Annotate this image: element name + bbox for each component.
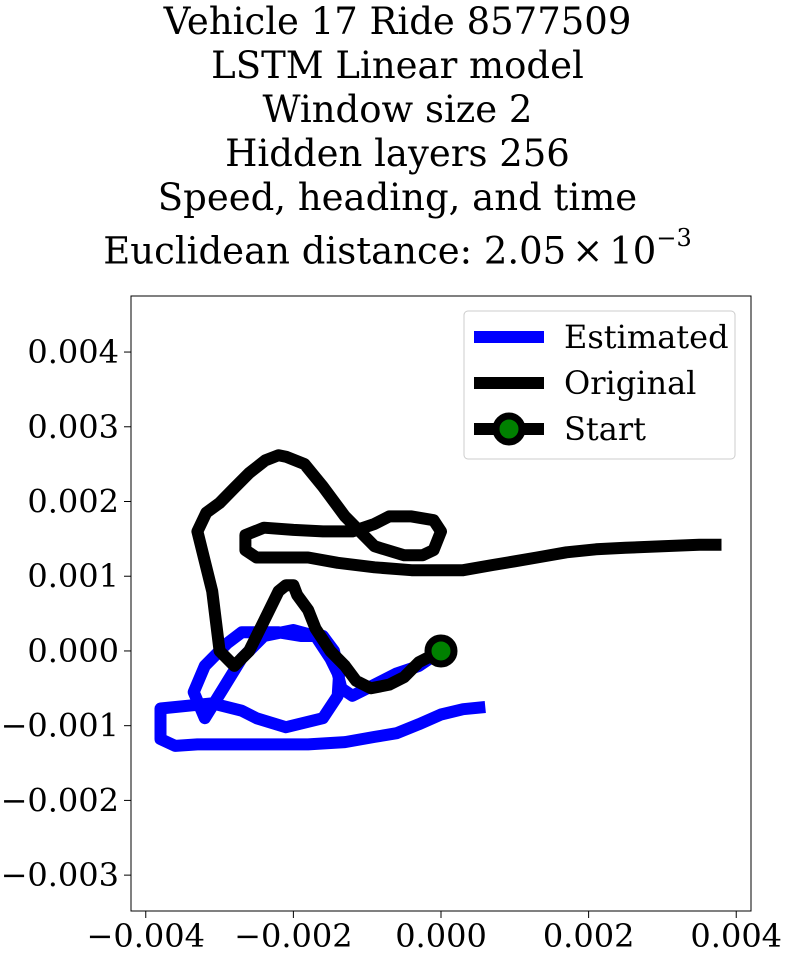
title-line-2: LSTM Linear model (211, 44, 584, 87)
legend-label-start: Start (564, 410, 646, 448)
y-tick-label: −0.001 (1, 707, 119, 745)
x-tick-label: 0.002 (543, 917, 635, 955)
metric-exponent: −3 (656, 224, 692, 252)
metric-mantissa: 2.05 (483, 229, 567, 273)
x-tick-label: −0.004 (87, 917, 205, 955)
legend-label-estimated: Estimated (564, 318, 729, 356)
legend-label-original: Original (564, 364, 696, 402)
y-tick-label: −0.003 (1, 856, 119, 894)
title-line-5: Speed, heading, and time (157, 176, 638, 219)
title-line-4: Hidden layers 256 (225, 132, 570, 175)
x-tick-label: −0.002 (234, 917, 352, 955)
legend-box (463, 310, 736, 460)
start-marker (424, 634, 458, 668)
title-line-1: Vehicle 17 Ride 8577509 (163, 0, 632, 43)
y-tick-label: 0.004 (27, 333, 119, 371)
axes-layer: −0.004 −0.002 0.000 0.002 0.004 −0.003 −0.002 −… (1, 333, 782, 955)
data-layer (154, 449, 722, 752)
y-tick-label: −0.002 (1, 781, 119, 819)
title-line-3: Window size 2 (262, 88, 533, 131)
legend: Estimated Original Start (463, 310, 736, 460)
x-tick-label: 0.000 (395, 917, 487, 955)
legend-swatch-start-marker (492, 412, 526, 446)
chart-title: Vehicle 17 Ride 8577509 LSTM Linear mode… (0, 0, 795, 273)
y-tick-label: 0.001 (27, 557, 119, 595)
metric-base: 10 (609, 229, 657, 273)
y-tick-label: 0.002 (27, 482, 119, 520)
metric-times: × (572, 229, 604, 273)
y-tick-label: 0.000 (27, 632, 119, 670)
y-tick-label: 0.003 (27, 408, 119, 446)
metric-prefix: Euclidean distance: (103, 229, 484, 273)
series-line-original (191, 449, 722, 695)
x-tick-label: 0.004 (690, 917, 782, 955)
title-line-6-metric: Euclidean distance: 2.05 × 10−3 (0, 220, 795, 273)
